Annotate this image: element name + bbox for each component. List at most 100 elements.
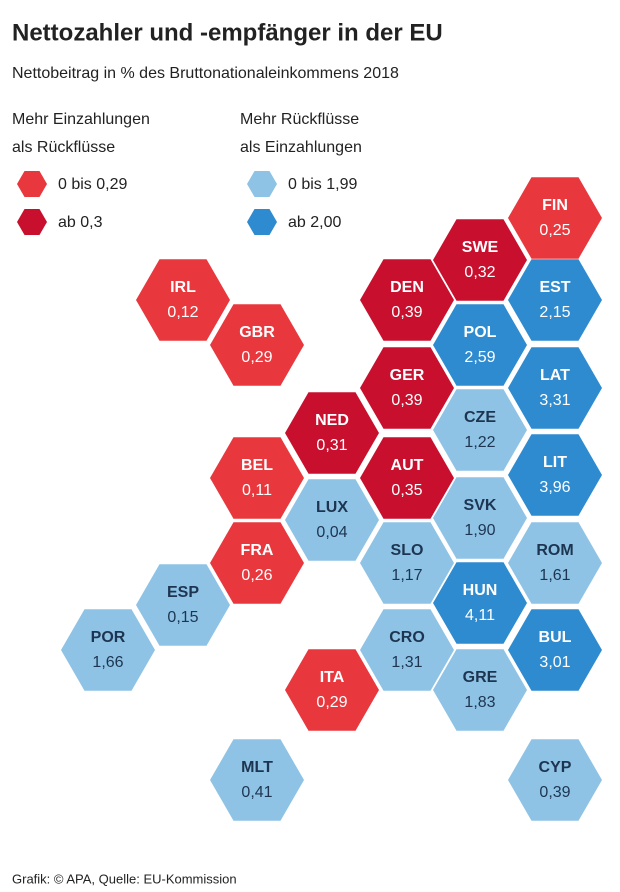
value-label: 0,39 — [391, 304, 422, 321]
hex-tile — [285, 649, 379, 731]
country-code: HUN — [463, 582, 498, 599]
legend-swatch — [247, 171, 277, 197]
country-code: LIT — [543, 454, 567, 471]
country-code: GER — [390, 367, 425, 384]
hex-tile — [360, 437, 454, 519]
hex-tile — [433, 389, 527, 471]
country-code: GBR — [239, 324, 275, 341]
hex-tile — [360, 609, 454, 691]
chart-title: Nettozahler und -empfänger in der EU — [12, 19, 443, 46]
hex-tile — [210, 437, 304, 519]
value-label: 0,32 — [464, 264, 495, 281]
hex-tile — [360, 347, 454, 429]
hex-tile — [433, 219, 527, 301]
value-label: 3,01 — [539, 654, 570, 671]
hex-tile — [508, 177, 602, 259]
value-label: 1,22 — [464, 434, 495, 451]
hex-tile — [433, 477, 527, 559]
country-code: SWE — [462, 239, 499, 256]
value-label: 0,12 — [167, 304, 198, 321]
country-code: LAT — [540, 367, 570, 384]
hex-tile — [508, 739, 602, 821]
country-code: EST — [539, 279, 570, 296]
legend-group-title: Mehr Rückflüsse — [240, 111, 359, 128]
value-label: 1,31 — [391, 654, 422, 671]
country-code: GRE — [463, 669, 498, 686]
hex-tile — [508, 609, 602, 691]
country-code: FIN — [542, 197, 568, 214]
country-code: ESP — [167, 584, 199, 601]
value-label: 0,41 — [241, 784, 272, 801]
value-label: 0,31 — [316, 437, 347, 454]
legend-swatch — [17, 171, 47, 197]
value-label: 0,26 — [241, 567, 272, 584]
legend-label: 0 bis 1,99 — [288, 176, 357, 193]
country-code: CZE — [464, 409, 496, 426]
hex-tile — [508, 522, 602, 604]
value-label: 1,61 — [539, 567, 570, 584]
hex-tile — [61, 609, 155, 691]
hex-tile — [360, 259, 454, 341]
source: Grafik: © APA, Quelle: EU-Kommission — [12, 871, 237, 886]
legend-group-title: als Rückflüsse — [12, 139, 115, 156]
country-code: MLT — [241, 759, 273, 776]
country-code: AUT — [391, 457, 424, 474]
country-code: CYP — [539, 759, 572, 776]
value-label: 0,29 — [316, 694, 347, 711]
country-code: FRA — [241, 542, 274, 559]
value-label: 0,29 — [241, 349, 272, 366]
hex-tile — [210, 739, 304, 821]
country-code: CRO — [389, 629, 425, 646]
hex-tile — [210, 522, 304, 604]
hex-tile — [136, 259, 230, 341]
hex-tile — [360, 522, 454, 604]
country-code: LUX — [316, 499, 348, 516]
hex-tile — [508, 434, 602, 516]
country-code: POL — [464, 324, 497, 341]
legend-swatch — [17, 209, 47, 235]
value-label: 0,15 — [167, 609, 198, 626]
country-code: ROM — [536, 542, 573, 559]
value-label: 0,39 — [539, 784, 570, 801]
legend-group-title: als Einzahlungen — [240, 139, 362, 156]
hex-tile — [433, 562, 527, 644]
hex-tile — [433, 649, 527, 731]
value-label: 4,11 — [465, 607, 495, 624]
legend-label: ab 2,00 — [288, 214, 341, 231]
country-code: BEL — [241, 457, 273, 474]
value-label: 2,59 — [464, 349, 495, 366]
chart-subtitle: Nettobeitrag in % des Bruttonationaleink… — [12, 65, 399, 82]
country-code: ITA — [320, 669, 345, 686]
value-label: 0,39 — [391, 392, 422, 409]
country-code: DEN — [390, 279, 424, 296]
value-label: 0,25 — [539, 222, 570, 239]
legend-group-title: Mehr Einzahlungen — [12, 111, 150, 128]
legend-label: 0 bis 0,29 — [58, 176, 127, 193]
value-label: 1,90 — [464, 522, 495, 539]
value-label: 1,17 — [391, 567, 422, 584]
hex-tile — [136, 564, 230, 646]
value-label: 0,04 — [316, 524, 347, 541]
value-label: 0,35 — [391, 482, 422, 499]
legend-swatch — [247, 209, 277, 235]
country-code: NED — [315, 412, 349, 429]
value-label: 3,31 — [539, 392, 570, 409]
country-code: SVK — [464, 497, 497, 514]
hex-tile — [508, 259, 602, 341]
country-code: BUL — [539, 629, 572, 646]
hex-tile — [285, 392, 379, 474]
value-label: 0,11 — [242, 482, 272, 499]
value-label: 2,15 — [539, 304, 570, 321]
country-code: IRL — [170, 279, 196, 296]
hex-tile — [285, 479, 379, 561]
hex-tile — [508, 347, 602, 429]
hex-tile — [433, 304, 527, 386]
country-code: SLO — [391, 542, 424, 559]
value-label: 1,83 — [464, 694, 495, 711]
hex-tile — [210, 304, 304, 386]
value-label: 3,96 — [539, 479, 570, 496]
value-label: 1,66 — [92, 654, 123, 671]
legend-label: ab 0,3 — [58, 214, 103, 231]
country-code: POR — [91, 629, 126, 646]
